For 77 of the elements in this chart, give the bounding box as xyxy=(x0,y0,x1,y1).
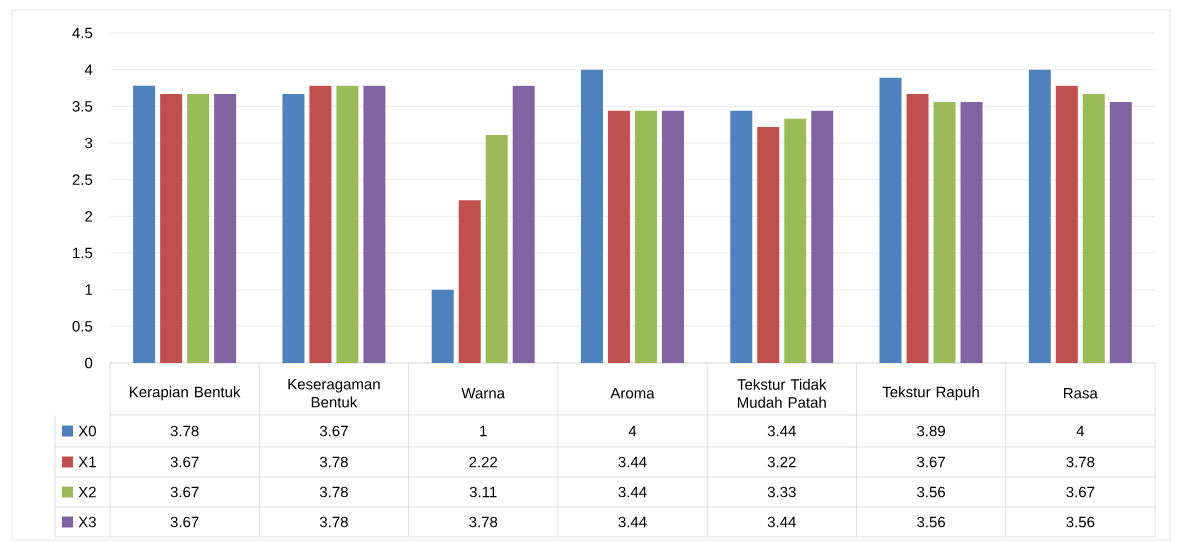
bar xyxy=(363,85,386,364)
y-tick-label: 2.5 xyxy=(72,174,93,185)
bar xyxy=(811,110,834,364)
x-tick-label: Rasa xyxy=(1064,388,1098,399)
data-label: 3.78 xyxy=(319,516,348,528)
bar xyxy=(580,69,603,364)
y-tick-label: 0.5 xyxy=(72,321,93,332)
bar xyxy=(458,200,481,364)
bar xyxy=(1055,85,1078,364)
y-tick-label: 3.5 xyxy=(72,101,93,112)
legend-label: X2 xyxy=(78,486,96,498)
data-label: 3.67 xyxy=(1066,486,1095,498)
legend-label: X0 xyxy=(78,425,96,437)
bar xyxy=(160,93,183,364)
data-label: 3.44 xyxy=(618,456,647,468)
x-tick-label: Tekstur Tidak Mudah Patah xyxy=(737,378,827,408)
bar xyxy=(282,93,305,364)
data-label: 4 xyxy=(628,425,637,437)
data-label: 3.78 xyxy=(319,486,348,498)
bar xyxy=(485,134,508,364)
data-label: 3.78 xyxy=(469,516,498,528)
data-label: 3.56 xyxy=(1066,516,1095,528)
bar xyxy=(607,110,630,364)
data-label: 3.67 xyxy=(170,456,199,468)
data-label: 3.67 xyxy=(170,486,199,498)
x-tick-label: Keseragaman Bentuk xyxy=(288,379,380,408)
data-label: 3.44 xyxy=(767,516,796,528)
bar xyxy=(336,85,359,364)
x-tick-label: Tekstur Rapuh xyxy=(882,386,979,401)
x-tick-label: Kerapian Bentuk xyxy=(130,386,241,401)
bar xyxy=(309,85,332,364)
bar xyxy=(133,85,156,364)
y-tick-label: 3 xyxy=(85,137,93,149)
data-label: 2.22 xyxy=(469,456,498,468)
data-label: 3.44 xyxy=(618,486,647,498)
y-tick-label: 1.5 xyxy=(73,247,93,259)
bar xyxy=(1082,93,1105,364)
data-label: 4 xyxy=(1076,425,1085,437)
bar xyxy=(661,110,684,364)
y-tick-label: 4.5 xyxy=(72,27,93,39)
bar xyxy=(757,126,780,364)
data-label: 1 xyxy=(480,425,487,437)
data-label: 3.78 xyxy=(319,456,348,468)
y-tick-label: 1 xyxy=(85,284,93,295)
data-label: 3.67 xyxy=(319,425,348,437)
legend-label: X3 xyxy=(78,516,96,528)
data-label: 3.11 xyxy=(469,486,497,498)
y-tick-label: 2 xyxy=(85,211,93,222)
data-label: 3.44 xyxy=(618,516,647,528)
bar xyxy=(906,93,929,364)
bar xyxy=(784,118,807,364)
data-label: 3.78 xyxy=(170,425,199,437)
bar xyxy=(512,85,535,364)
bar xyxy=(730,110,753,364)
bar xyxy=(187,93,210,364)
bar xyxy=(1028,69,1051,364)
data-label: 3.44 xyxy=(767,425,796,437)
legend-label: X1 xyxy=(78,456,96,468)
bar xyxy=(431,289,454,364)
bar xyxy=(214,93,237,364)
x-tick-label: Warna xyxy=(461,388,506,399)
bar xyxy=(634,110,657,364)
bar xyxy=(879,77,902,364)
y-tick-label: 4 xyxy=(84,64,93,75)
data-label: 3.67 xyxy=(170,516,199,528)
data-label: 3.89 xyxy=(917,425,945,437)
x-tick-label: Aroma xyxy=(610,388,655,399)
data-label: 3.56 xyxy=(917,486,946,498)
y-tick-label: 0 xyxy=(85,357,93,369)
bar xyxy=(960,101,983,364)
bar xyxy=(933,101,956,364)
data-label: 3.56 xyxy=(917,516,946,528)
data-label: 3.33 xyxy=(767,486,796,498)
data-label: 3.22 xyxy=(767,456,796,468)
data-label: 3.78 xyxy=(1066,456,1095,468)
data-label: 3.67 xyxy=(917,456,945,468)
bar xyxy=(1109,101,1132,364)
